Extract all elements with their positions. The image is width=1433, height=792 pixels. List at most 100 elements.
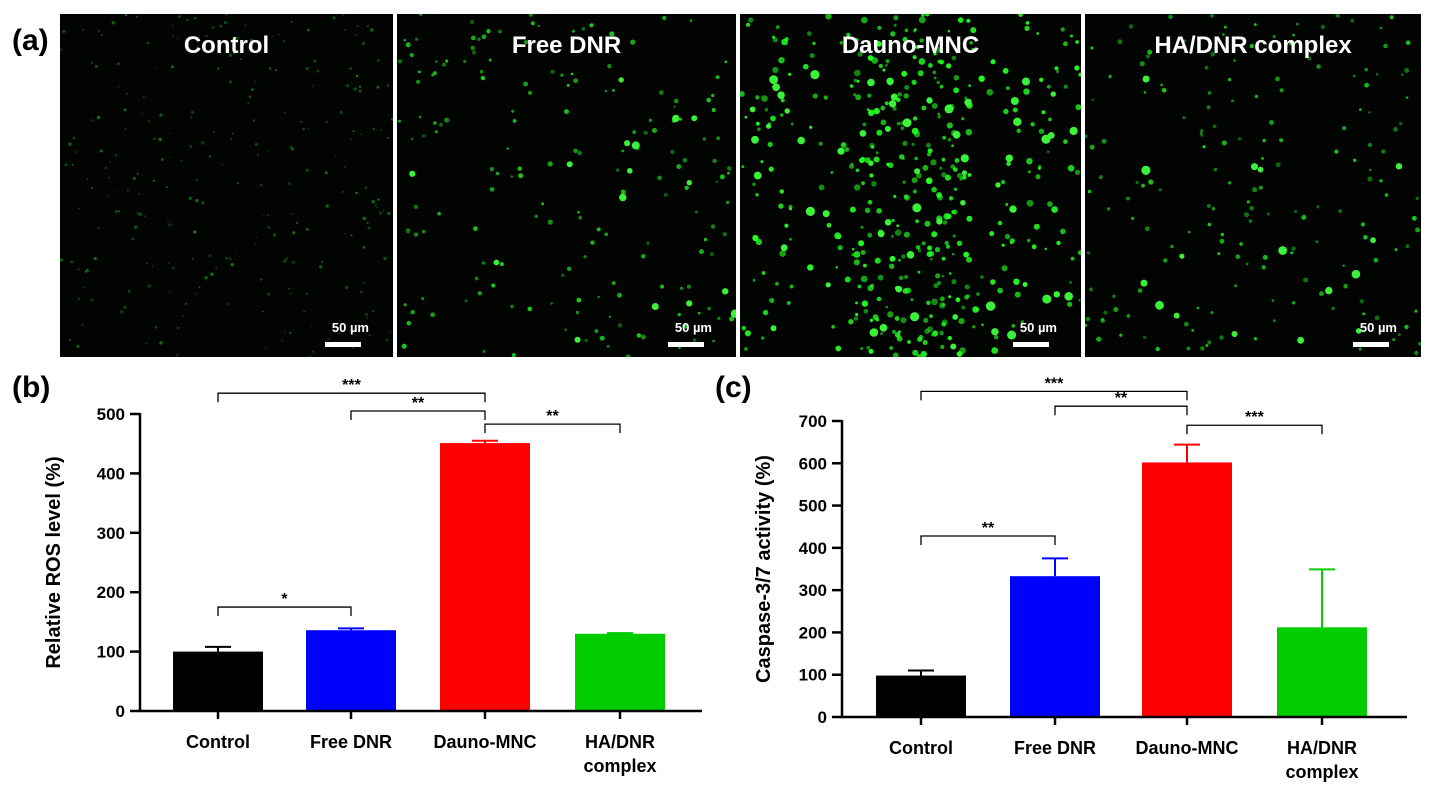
bright-cell-dot [784,108,790,114]
cell-dot [120,310,124,314]
cell-dot [1137,288,1143,293]
bright-cell-dot [895,285,903,293]
cell-dot [1405,96,1409,99]
cell-dot [924,220,931,227]
cell-dot [1182,116,1186,120]
bright-cell-dot [1022,282,1028,287]
cell-dot [812,41,816,46]
cell-dot [611,281,616,285]
bright-cell-dot [884,125,891,132]
cell-dot [876,296,882,302]
cell-dot [274,69,277,72]
cell-dot [931,298,938,306]
bright-cell-dot [769,75,778,84]
cell-dot [377,59,380,62]
cell-dot [772,66,779,74]
bright-cell-dot [1251,163,1258,171]
bright-cell-dot [1022,77,1030,86]
cell-dot [1369,168,1372,172]
cell-dot [1273,319,1276,323]
cell-dot [251,88,254,91]
cell-dot [386,84,389,87]
cell-dot [511,109,515,113]
cell-dot [910,298,914,302]
cell-dot [1033,223,1040,230]
y-axis-label: Relative ROS level (%) [43,456,65,668]
cell-dot [319,265,323,269]
cell-dot [1394,248,1398,252]
cell-dot [921,14,925,17]
cell-dot [300,120,303,124]
cell-dot [1262,138,1266,143]
y-tick-label: 600 [799,454,827,473]
cell-dot [77,297,80,300]
cell-dot [922,340,928,345]
cell-dot [1039,77,1044,82]
y-tick-label: 700 [799,412,827,431]
cell-dot [1335,14,1340,18]
cell-dot [853,259,860,266]
cell-dot [267,292,271,296]
cell-dot [1253,337,1258,341]
y-tick-label: 300 [799,581,827,600]
cell-dot [646,241,650,245]
cell-dot [1234,284,1237,288]
bright-cell-dot [730,309,736,318]
cell-dot [306,228,309,231]
significance-label: * [281,591,288,608]
cell-dot [382,210,385,212]
cell-dot [321,260,324,263]
cell-dot [439,122,443,127]
cell-dot [892,329,896,334]
cell-dot [673,105,676,108]
cell-dot [918,16,926,24]
cell-dot [193,17,197,20]
cell-dot [896,121,901,126]
cell-dot [471,50,477,55]
y-tick-label: 400 [97,464,125,483]
bright-cell-dot [797,136,805,145]
bright-cell-dot [1042,294,1052,304]
cell-dot [762,309,769,316]
cell-dot [403,38,407,42]
cell-dot [931,231,938,238]
cell-dot [566,83,570,87]
cell-dot [1206,105,1211,110]
cell-dot [875,151,879,155]
cell-dot [362,245,366,249]
cell-dot [1217,252,1221,256]
cell-dot [744,347,748,351]
cell-dot [511,353,516,357]
cell-dot [835,266,839,269]
cell-dot [788,204,793,209]
cell-dot [1060,27,1065,32]
cell-dot [272,233,277,237]
cell-dot [1112,294,1116,298]
cell-dot [477,291,482,296]
cell-dot [82,29,85,31]
cell-dot [208,155,211,158]
cell-dot [904,194,911,201]
cell-dot [967,173,972,177]
cell-dot [853,78,858,83]
cell-dot [951,279,957,285]
cell-dot [864,207,871,213]
cell-dot [377,198,380,201]
cell-dot [941,172,947,178]
cell-dot [372,127,376,131]
cell-dot [1005,203,1009,206]
cell-dot [915,45,920,50]
scale-bar-label: 50 µm [674,320,712,335]
cell-dot [264,346,267,348]
cell-dot [1210,14,1214,18]
cell-dot [83,286,86,289]
cell-dot [632,130,637,134]
cell-dot [990,59,996,65]
cell-dot [154,325,158,329]
cell-dot [594,329,599,333]
bright-cell-dot [906,251,915,259]
cell-dot [176,37,179,40]
cell-dot [376,85,380,89]
cell-dot [756,121,760,126]
